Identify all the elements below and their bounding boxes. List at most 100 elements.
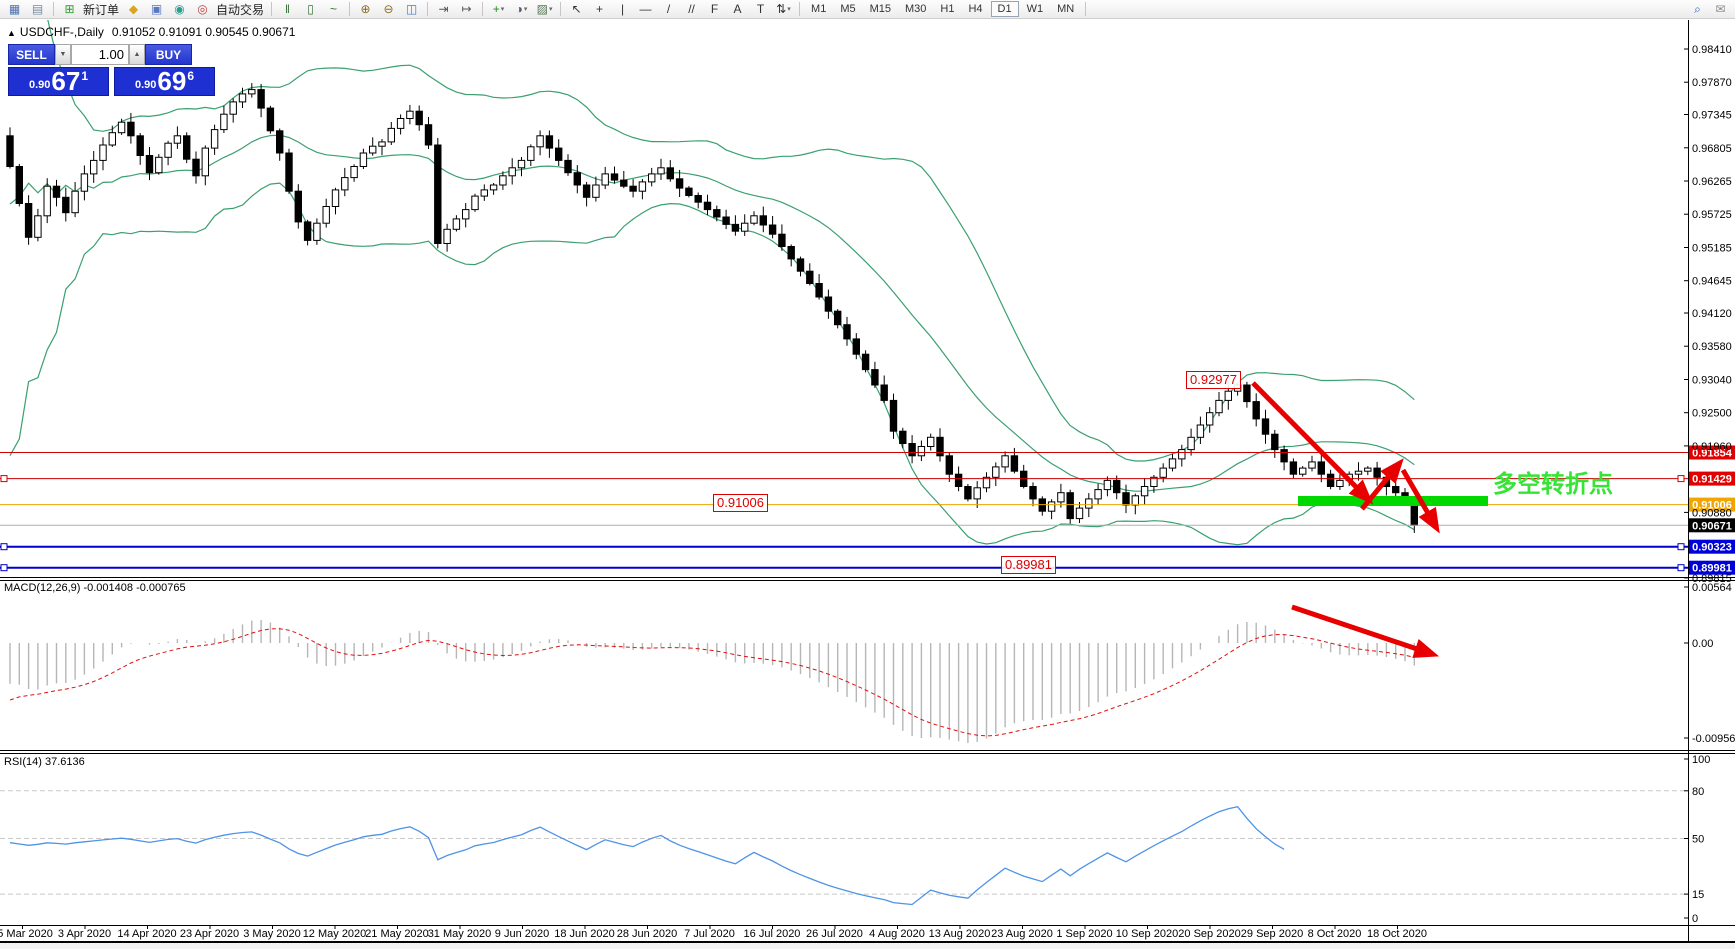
cursor-icon: ↖: [571, 2, 582, 16]
sell-price-box[interactable]: 0.90 67 1: [8, 67, 109, 96]
date-label: 4 Aug 2020: [869, 928, 925, 940]
deposit-icon: ◆: [128, 2, 139, 16]
templates-icon[interactable]: ▨ ▾: [533, 1, 556, 18]
date-label: 28 Jun 2020: [617, 928, 678, 940]
price-label-box[interactable]: 0.91006: [713, 494, 768, 512]
axis-price-box: [1689, 560, 1735, 575]
panel-divider[interactable]: [0, 750, 1735, 751]
timeframe-m30[interactable]: M30: [905, 3, 927, 15]
buy-button[interactable]: BUY: [145, 44, 192, 65]
support-zone-bar[interactable]: [1298, 496, 1488, 506]
chart-title: ▲ USDCHF-,Daily 0.91052 0.91091 0.90545 0.…: [7, 25, 295, 39]
price-label-box[interactable]: 0.89981: [1001, 556, 1056, 574]
timeframe-m1[interactable]: M1: [811, 3, 827, 15]
timeframe-h4[interactable]: H4: [968, 3, 983, 15]
candlestick-chart-icon[interactable]: ▯: [299, 1, 322, 18]
chart-shift-icon[interactable]: ↦: [455, 1, 478, 18]
ohlc-values: 0.91052 0.91091 0.90545 0.90671: [111, 25, 296, 39]
channel-icon[interactable]: //: [680, 1, 703, 18]
channel-icon: //: [688, 2, 695, 16]
dropdown-caret-icon: ▾: [787, 6, 791, 13]
tile-windows-icon[interactable]: ◫: [400, 1, 423, 18]
rsi-line: [9, 805, 1285, 906]
price-label-box[interactable]: 0.92977: [1186, 371, 1241, 389]
line-handle[interactable]: [0, 475, 8, 483]
horizontal-line-icon[interactable]: —: [634, 1, 657, 18]
panel-divider[interactable]: [0, 577, 1735, 578]
autotrading-icon[interactable]: ◎: [191, 1, 214, 18]
bar-chart-icon: ‖: [285, 2, 291, 16]
indicators-icon[interactable]: + ▾: [487, 1, 510, 18]
price-axis-line: [1688, 20, 1689, 941]
date-label: 12 May 2020: [303, 928, 367, 940]
search-icon: ⌕: [1694, 2, 1701, 16]
timeframe-mn[interactable]: MN: [1057, 3, 1075, 15]
bar-chart-icon[interactable]: ‖: [276, 1, 299, 18]
sell-price-prefix: 0.90: [28, 79, 51, 91]
timeframe-h1[interactable]: H1: [940, 3, 955, 15]
svg-text:0.91006: 0.91006: [1692, 500, 1732, 512]
chart-profile-icon[interactable]: ▤: [26, 1, 49, 18]
virtual-hosting-icon[interactable]: ▣: [145, 1, 168, 18]
date-label: 23 Aug 2020: [991, 928, 1053, 940]
trendline-icon[interactable]: /: [657, 1, 680, 18]
sell-button[interactable]: SELL: [8, 44, 55, 65]
rsi-axis-label: 100: [1692, 754, 1710, 766]
dropdown-caret-icon: ▾: [548, 6, 553, 13]
arrows-icon[interactable]: ⇅ ▾: [772, 1, 795, 18]
auto-scroll-icon: ⇥: [438, 2, 449, 16]
candles: [6, 83, 1418, 533]
date-label: 23 Apr 2020: [180, 928, 239, 940]
line-handle[interactable]: [0, 564, 8, 572]
bollinger-lower-band: [9, 182, 1415, 546]
axis-tick-label: 0.97345: [1692, 110, 1732, 122]
zoom-out-icon[interactable]: ⊖: [377, 1, 400, 18]
panel-divider[interactable]: [0, 925, 1735, 926]
periods-icon[interactable]: ◑ ▾: [510, 1, 533, 18]
annotation-text[interactable]: 多空转折点: [1493, 471, 1613, 498]
chat-icon[interactable]: ✉: [1709, 1, 1732, 18]
rsi-axis-label: 50: [1692, 834, 1704, 846]
axis-price-box: [1689, 445, 1735, 460]
periods-icon: ◑: [515, 2, 523, 16]
text-icon[interactable]: A: [726, 1, 749, 18]
timeframe-d1[interactable]: D1: [990, 1, 1019, 17]
line-handle[interactable]: [0, 543, 8, 551]
line-handle[interactable]: [1677, 564, 1685, 572]
volume-increase-button[interactable]: ▲: [129, 44, 145, 65]
signals-icon[interactable]: ◉: [168, 1, 191, 18]
zoom-in-icon[interactable]: ⊕: [354, 1, 377, 18]
timeframe-w1[interactable]: W1: [1026, 3, 1044, 15]
svg-text:0.90671: 0.90671: [1692, 520, 1732, 532]
new-order-icon: ⊞: [64, 2, 75, 16]
buy-price-big: 69: [157, 66, 187, 96]
label-icon[interactable]: T: [749, 1, 772, 18]
buy-price-box[interactable]: 0.90 69 6: [114, 67, 215, 96]
date-label: 20 Sep 2020: [1178, 928, 1240, 940]
fibonacci-icon[interactable]: F: [703, 1, 726, 18]
line-chart-icon[interactable]: ~: [322, 1, 345, 18]
volume-decrease-button[interactable]: ▼: [55, 44, 71, 65]
new-order-icon[interactable]: ⊞: [58, 1, 81, 18]
axis-tick-label: 0.93580: [1692, 341, 1732, 353]
autotrading-icon-label[interactable]: 自动交易: [216, 2, 265, 17]
line-handle[interactable]: [1677, 475, 1685, 483]
collapse-panel-icon[interactable]: ▲: [7, 28, 16, 38]
date-label: 14 Apr 2020: [117, 928, 176, 940]
line-handle[interactable]: [1677, 543, 1685, 551]
panel-divider[interactable]: [0, 580, 1735, 581]
search-icon[interactable]: ⌕: [1686, 1, 1709, 18]
volume-input[interactable]: [71, 44, 129, 65]
vertical-line-icon[interactable]: |: [611, 1, 634, 18]
panel-divider[interactable]: [0, 753, 1735, 754]
crosshair-icon[interactable]: +: [588, 1, 611, 18]
timeframe-m15[interactable]: M15: [869, 3, 891, 15]
new-chart-icon[interactable]: ▦: [3, 1, 26, 18]
new-order-icon-label[interactable]: 新订单: [83, 2, 120, 17]
date-label: 18 Oct 2020: [1367, 928, 1427, 940]
macd-axis-label: 0.00564: [1692, 582, 1732, 594]
cursor-icon[interactable]: ↖: [565, 1, 588, 18]
auto-scroll-icon[interactable]: ⇥: [432, 1, 455, 18]
timeframe-m5[interactable]: M5: [840, 3, 856, 15]
deposit-icon[interactable]: ◆: [122, 1, 145, 18]
